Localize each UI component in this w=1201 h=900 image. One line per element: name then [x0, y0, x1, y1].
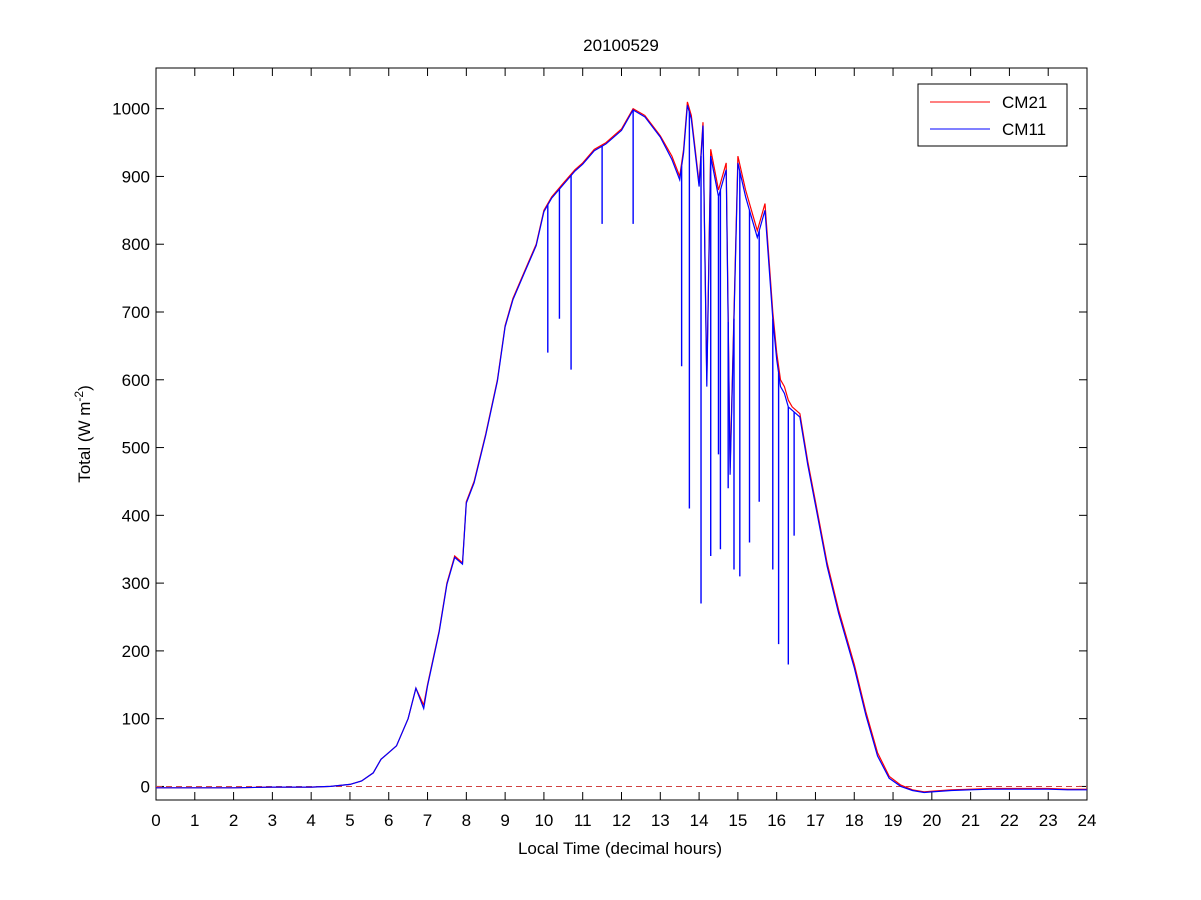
- x-tick-label: 20: [922, 811, 941, 830]
- x-tick-label: 21: [961, 811, 980, 830]
- y-tick-label: 500: [122, 439, 150, 458]
- x-tick-label: 22: [1000, 811, 1019, 830]
- legend-label-cm21: CM21: [1002, 93, 1047, 112]
- x-tick-label: 2: [229, 811, 238, 830]
- x-tick-label: 11: [574, 811, 592, 830]
- x-tick-label: 16: [767, 811, 786, 830]
- y-axis-label-main: Total (W m: [75, 402, 94, 483]
- legend-label-cm11: CM11: [1002, 120, 1046, 139]
- x-tick-label: 15: [728, 811, 747, 830]
- x-tick-label: 1: [190, 811, 199, 830]
- y-axis-label-end: ): [75, 385, 94, 391]
- x-tick-label: 3: [268, 811, 277, 830]
- x-tick-label: 0: [151, 811, 160, 830]
- x-tick-label: 9: [500, 811, 509, 830]
- x-tick-label: 17: [806, 811, 825, 830]
- x-tick-label: 24: [1078, 811, 1097, 830]
- y-tick-label: 800: [122, 235, 150, 254]
- x-tick-label: 12: [612, 811, 631, 830]
- x-tick-label: 19: [884, 811, 903, 830]
- chart-title: 20100529: [583, 36, 659, 55]
- x-axis-label: Local Time (decimal hours): [518, 839, 722, 858]
- y-tick-label: 100: [122, 710, 150, 729]
- y-tick-labels: 0 100 200 300 400 500 600 700 800 900 1000: [112, 100, 150, 797]
- x-tick-label: 18: [845, 811, 864, 830]
- y-tick-label: 1000: [112, 100, 150, 119]
- y-tick-label: 200: [122, 642, 150, 661]
- x-tick-labels: 0 1 2 3 4 5 6 7 8 9 10 11 12 13 14 15 16 17 18 19 20 21 22 23 24: [151, 811, 1096, 830]
- y-tick-label: 700: [122, 303, 150, 322]
- series-layer: [156, 101, 1087, 794]
- x-tick-label: 5: [345, 811, 354, 830]
- x-tick-label: 7: [423, 811, 432, 830]
- x-tick-label: 10: [534, 811, 553, 830]
- x-tick-label: 6: [384, 811, 393, 830]
- legend-box: [917, 83, 1068, 147]
- axis-ticks: [155, 68, 1088, 800]
- y-tick-label: 0: [141, 777, 150, 796]
- x-tick-label: 8: [462, 811, 471, 830]
- x-tick-label: 13: [651, 811, 670, 830]
- series-line-cm11: [156, 105, 1087, 794]
- x-tick-label: 14: [690, 811, 709, 830]
- y-tick-label: 600: [122, 371, 150, 390]
- legend: CM21 CM11: [917, 83, 1068, 147]
- y-axis-label: Total (W m-2): [72, 385, 94, 483]
- x-tick-label: 4: [306, 811, 315, 830]
- x-tick-label: 23: [1039, 811, 1058, 830]
- y-tick-label: 300: [122, 574, 150, 593]
- y-axis-label-sup: -2: [72, 391, 86, 402]
- y-tick-label: 400: [122, 506, 150, 525]
- plot-area: [155, 67, 1088, 801]
- y-tick-label: 900: [122, 167, 150, 186]
